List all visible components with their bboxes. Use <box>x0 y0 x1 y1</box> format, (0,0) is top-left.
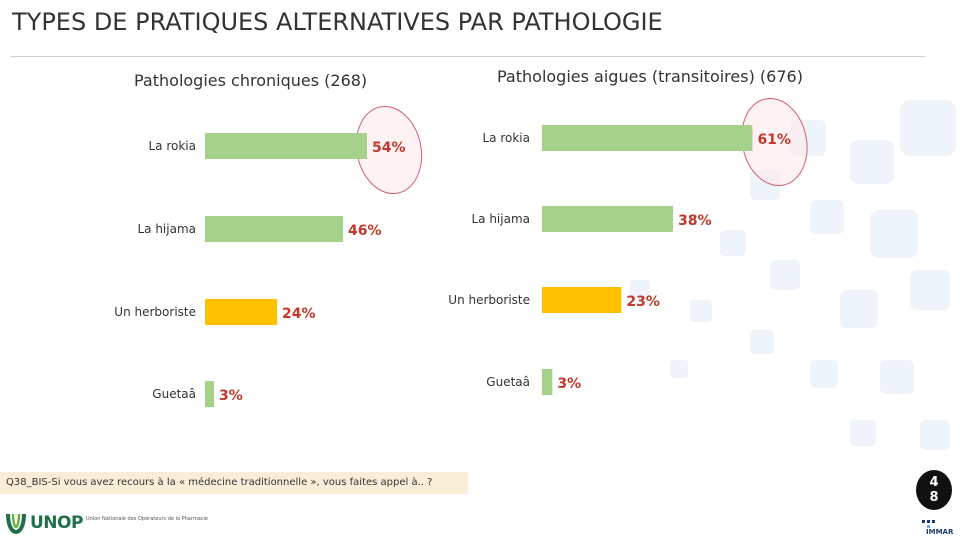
bar-left-1 <box>205 216 343 242</box>
page-number-line2: 8 <box>929 490 939 505</box>
value-label: 24% <box>282 306 316 322</box>
page-number-line1: 4 <box>929 475 939 490</box>
immar-logo-mark-icon <box>922 520 935 528</box>
value-label: 54% <box>372 140 406 156</box>
category-label: Guetaâ <box>152 387 196 401</box>
decorative-tile <box>880 360 914 394</box>
decorative-tile <box>630 280 650 300</box>
value-label: 61% <box>757 132 791 148</box>
bar-right-3 <box>542 369 553 395</box>
category-label: Un herboriste <box>448 293 530 307</box>
decorative-tile <box>670 360 688 378</box>
category-label: La rokia <box>148 139 196 153</box>
bar-left-2 <box>205 299 277 325</box>
unop-logo-tagline: Union Nationale des Opérateurs de la Pha… <box>86 516 208 522</box>
bar-chart-right: La rokia 61% La hijama 38% Un herboriste 23% G… <box>448 97 808 395</box>
decorative-tile <box>690 300 712 322</box>
decorative-tile <box>870 210 918 258</box>
charts-canvas: La rokia 54% La hijama 46% Un herboriste 24% G… <box>114 97 808 407</box>
decorative-tile <box>910 270 950 310</box>
decorative-tile <box>900 100 956 156</box>
value-label: 23% <box>626 294 660 310</box>
decorative-tile <box>850 420 876 446</box>
value-label: 38% <box>678 213 712 229</box>
category-label: Guetaâ <box>486 375 530 389</box>
unop-logo-text: UNOP <box>30 513 83 533</box>
chart-right-title: Pathologies aigues (transitoires) (676) <box>497 67 803 86</box>
bar-right-2 <box>542 287 622 313</box>
category-label: Un herboriste <box>114 305 196 319</box>
decorative-tile <box>810 360 838 388</box>
category-label: La hijama <box>471 212 530 226</box>
bar-left-0 <box>205 133 367 159</box>
title-divider <box>10 56 925 57</box>
category-label: La hijama <box>137 222 196 236</box>
value-label: 46% <box>348 223 382 239</box>
value-label: 3% <box>557 376 581 392</box>
category-label: La rokia <box>482 131 530 145</box>
chart-left-title: Pathologies chroniques (268) <box>134 71 368 90</box>
survey-question-footnote: Q38_BIS-Si vous avez recours à la « méde… <box>0 472 468 494</box>
value-label: 3% <box>219 388 243 404</box>
bar-chart-left: La rokia 54% La hijama 46% Un herboriste 24% G… <box>114 105 423 407</box>
decorative-tile <box>750 330 774 354</box>
page-title: TYPES DE PRATIQUES ALTERNATIVES PAR PATH… <box>12 8 663 36</box>
unop-logo: UNOP <box>4 508 83 538</box>
decorative-tile <box>720 230 746 256</box>
immar-logo-text: IMMAR <box>926 528 954 536</box>
page-number-badge: 4 8 <box>916 470 952 510</box>
decorative-tile <box>850 140 894 184</box>
bar-right-0 <box>542 125 753 151</box>
decorative-tile <box>840 290 878 328</box>
unop-logo-mark-icon <box>6 513 26 535</box>
decorative-tile <box>770 260 800 290</box>
bar-right-1 <box>542 206 674 232</box>
decorative-tile <box>920 420 950 450</box>
decorative-tile <box>810 200 844 234</box>
bar-left-3 <box>205 381 214 407</box>
